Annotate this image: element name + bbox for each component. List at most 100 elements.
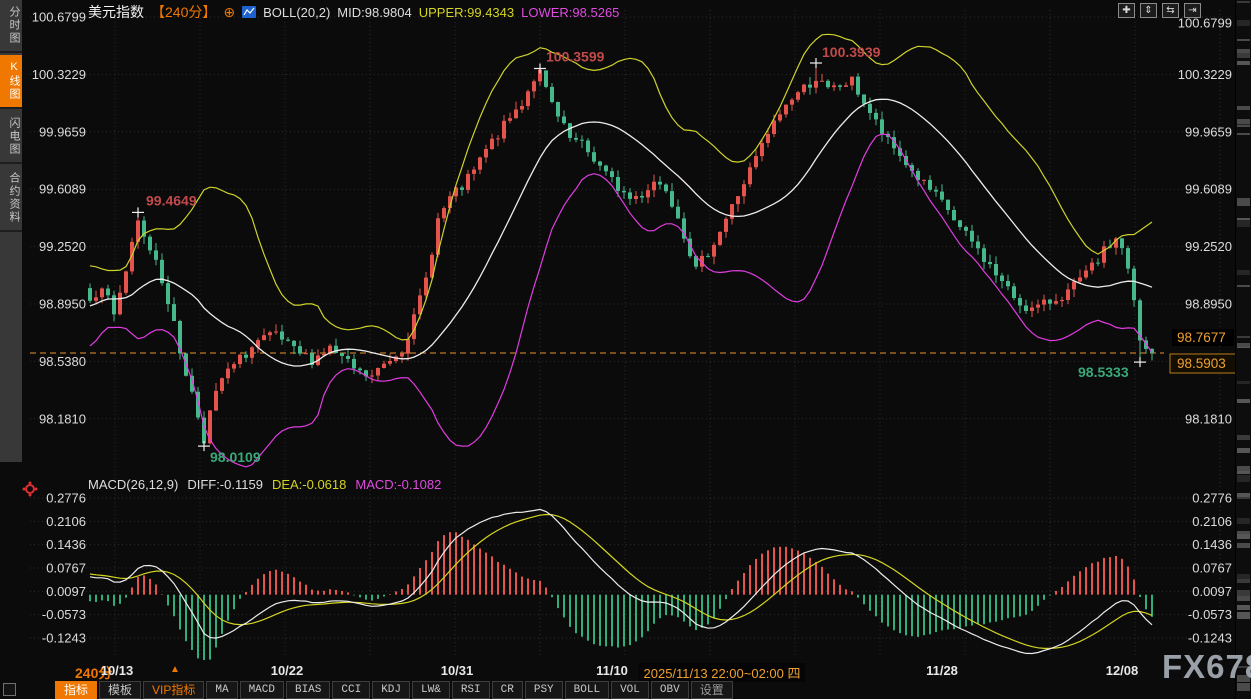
svg-text:99.2520: 99.2520 (39, 239, 86, 254)
scroll-strip-mark (1237, 578, 1250, 583)
scroll-strip-mark (1237, 492, 1250, 497)
jump-latest-icon[interactable]: ⇥ (1184, 3, 1201, 18)
scroll-strip-mark (1237, 20, 1250, 26)
toolbar-button-vol[interactable]: VOL (611, 681, 649, 699)
sidebar-item-kline-chart[interactable]: K线图 (0, 55, 22, 109)
svg-text:98.1810: 98.1810 (39, 411, 86, 426)
boll-mid-value: MID:98.9804 (337, 4, 412, 20)
toolbar-button-ma[interactable]: MA (206, 681, 238, 699)
svg-text:0.2776: 0.2776 (46, 491, 86, 506)
macd-macd-value: MACD:-0.1082 (355, 477, 442, 492)
svg-text:100.6799: 100.6799 (1178, 16, 1232, 31)
fx678-watermark: FX678 (1162, 648, 1251, 685)
chart-type-sidebar: 分时图 K线图 闪电图 合约资料 (0, 0, 22, 462)
toolbar-button-vip-indicator[interactable]: VIP指标 (143, 681, 205, 699)
scroll-strip-mark (1237, 123, 1250, 126)
scroll-strip-mark (1237, 106, 1250, 111)
svg-text:-0.1243: -0.1243 (1188, 630, 1232, 645)
selected-candle-time: 2025/11/13 22:00~02:00 四 (638, 663, 806, 682)
x-axis-date: 11/28 (926, 663, 958, 678)
svg-text:99.9659: 99.9659 (39, 124, 86, 139)
fit-vertical-icon[interactable]: ⇕ (1140, 3, 1157, 18)
svg-text:-0.0573: -0.0573 (1188, 607, 1232, 622)
scroll-strip-mark (1237, 611, 1250, 619)
chart-canvas[interactable]: 99.4649 98.0109 100.3599 100.3939 98.5333 100… (22, 0, 1235, 660)
svg-text:98.8950: 98.8950 (1185, 297, 1232, 312)
toolbar-button-indicator[interactable]: 指标 (55, 681, 98, 699)
chart-corner-toolbar: ✚ ⇕ ⇆ ⇥ (1118, 3, 1201, 18)
toolbar-button-rsi[interactable]: RSI (451, 681, 490, 699)
svg-text:0.0097: 0.0097 (46, 584, 86, 599)
svg-text:98.8950: 98.8950 (39, 297, 86, 312)
svg-text:99.6089: 99.6089 (1185, 182, 1232, 197)
svg-text:98.7677: 98.7677 (1177, 330, 1226, 345)
scroll-strip-mark (1237, 119, 1250, 127)
scroll-strip-mark (1237, 132, 1250, 136)
scroll-strip-mark (1237, 60, 1250, 65)
scroll-strip-mark (1237, 597, 1250, 601)
svg-text:100.3229: 100.3229 (1178, 67, 1232, 82)
toolbar-button-boll[interactable]: BOLL (564, 681, 610, 699)
macd-diff-value: DIFF:-0.1159 (187, 477, 263, 492)
toolbar-button-obv[interactable]: OBV (650, 681, 689, 699)
chart-header: 美元指数 【240分】 ⊕ BOLL(20,2) MID:98.9804 UPP… (88, 3, 619, 21)
svg-text:100.3939: 100.3939 (822, 44, 881, 60)
sidebar-item-flash-chart[interactable]: 闪电图 (0, 111, 22, 164)
boll-lower-value: LOWER:98.5265 (521, 4, 620, 20)
scroll-strip-mark (1237, 608, 1250, 610)
svg-text:-0.1243: -0.1243 (42, 630, 86, 645)
sidebar-item-time-share-chart[interactable]: 分时图 (0, 0, 22, 53)
svg-text:99.9659: 99.9659 (1185, 124, 1232, 139)
scroll-strip-mark (1237, 665, 1250, 669)
chart-type-icon (242, 6, 257, 18)
toolbar-corner-button[interactable] (3, 683, 16, 696)
svg-text:98.5380: 98.5380 (39, 354, 86, 369)
svg-text:98.5903: 98.5903 (1177, 356, 1226, 371)
toolbar-button-macd[interactable]: MACD (239, 681, 284, 699)
scroll-strip-mark (1237, 683, 1250, 691)
time-axis: 240分 ▲ 10/13 10/22 10/31 11/10 2025/11/13 22… (0, 660, 1251, 682)
macd-hot-indicator-icon[interactable] (25, 484, 35, 494)
svg-text:98.1810: 98.1810 (1185, 411, 1232, 426)
macd-dea-value: DEA:-0.0618 (271, 477, 347, 492)
indicator-toolbar: 指标 模板 VIP指标 MA MACD BIAS CCI KDJ LW& RSI CR PSY BOLL… (55, 681, 733, 699)
scroll-strip-mark (1237, 381, 1250, 384)
scroll-strip-mark (1237, 0, 1250, 3)
scroll-strip-mark (1237, 466, 1250, 472)
scroll-strip-mark (1237, 447, 1250, 453)
symbol-title: 美元指数 (88, 4, 144, 20)
period-selector[interactable]: 240分 (75, 665, 113, 681)
scroll-strip-mark (1237, 343, 1250, 348)
svg-text:99.4649: 99.4649 (146, 192, 197, 208)
scroll-strip-mark (1237, 435, 1250, 441)
toolbar-button-psy[interactable]: PSY (524, 681, 563, 699)
boll-params: BOLL(20,2) (263, 4, 331, 20)
add-indicator-icon[interactable]: ⊕ (223, 3, 236, 20)
svg-text:99.6089: 99.6089 (39, 182, 86, 197)
toolbar-button-template[interactable]: 模板 (99, 681, 142, 699)
period-arrow-icon[interactable]: ▲ (170, 664, 180, 675)
toolbar-button-bias[interactable]: BIAS (285, 681, 331, 699)
scroll-strip-mark (1237, 48, 1250, 53)
macd-params: MACD(26,12,9) (88, 477, 179, 492)
right-scroll-strip[interactable] (1235, 0, 1251, 699)
toolbar-button-cr[interactable]: CR (491, 681, 523, 699)
scroll-strip-mark (1237, 517, 1250, 525)
svg-text:0.1436: 0.1436 (46, 537, 86, 552)
scroll-strip-mark (1237, 475, 1250, 482)
toolbar-button-kdj[interactable]: KDJ (372, 681, 411, 699)
toolbar-button-cci[interactable]: CCI (332, 681, 371, 699)
svg-text:0.0767: 0.0767 (46, 560, 86, 575)
scroll-strip-mark (1237, 39, 1250, 42)
scroll-strip-mark (1237, 284, 1250, 288)
pan-icon[interactable]: ✚ (1118, 3, 1135, 18)
scroll-strip-mark (1237, 590, 1250, 596)
svg-text:0.2776: 0.2776 (1192, 491, 1232, 506)
toolbar-button-settings[interactable]: 设置 (690, 681, 733, 699)
x-axis-date: 10/13 (100, 663, 134, 678)
toolbar-button-lw[interactable]: LW& (412, 681, 450, 699)
scroll-data-icon[interactable]: ⇆ (1162, 3, 1179, 18)
sidebar-item-contract-info[interactable]: 合约资料 (0, 166, 22, 232)
svg-text:0.0767: 0.0767 (1192, 560, 1232, 575)
boll-upper-value: UPPER:99.4343 (418, 4, 515, 20)
